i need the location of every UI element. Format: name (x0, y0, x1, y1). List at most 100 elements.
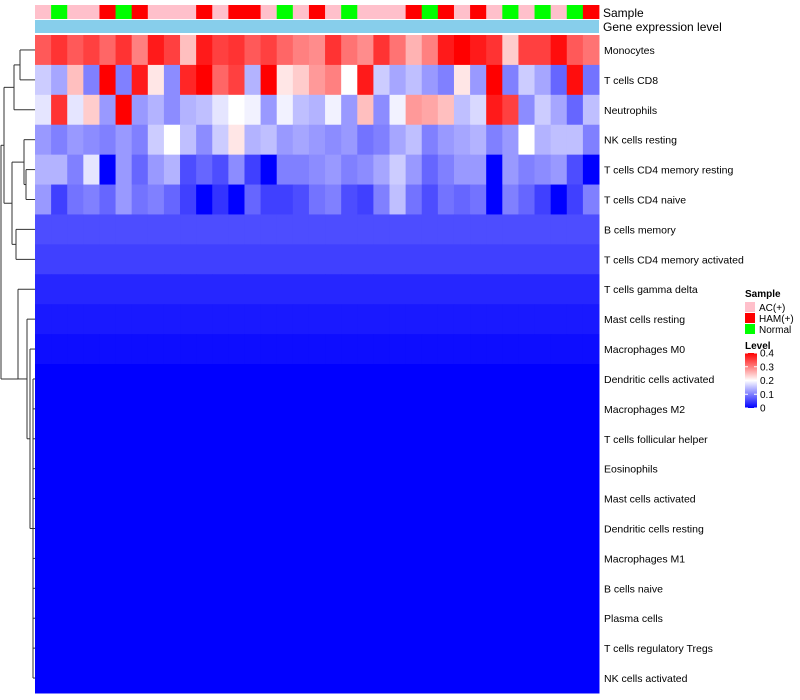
heatmap-cell (292, 453, 310, 485)
heatmap-cell (470, 64, 487, 96)
heatmap-cell (35, 244, 52, 275)
heatmap-cell (276, 124, 294, 156)
heatmap-cell (437, 663, 455, 694)
heatmap-cell (51, 214, 68, 245)
heatmap-cell (453, 663, 471, 694)
heatmap-cell (421, 94, 439, 126)
heatmap-cell (51, 64, 68, 96)
row-label: T cells gamma delta (604, 284, 698, 296)
heatmap-cell (35, 64, 52, 96)
heatmap-cell (405, 35, 423, 66)
heatmap-cell (470, 364, 487, 395)
heatmap-cell (51, 154, 68, 186)
heatmap-cell (212, 304, 229, 335)
heatmap-cell (228, 633, 245, 664)
heatmap-cell (292, 423, 310, 455)
heatmap-cell (35, 483, 52, 515)
heatmap-cell (405, 663, 423, 694)
heatmap-cell (83, 64, 100, 96)
heatmap-cell (180, 334, 197, 365)
heatmap-cell (502, 603, 519, 634)
heatmap-cell (550, 603, 568, 634)
heatmap-cell (389, 633, 407, 664)
heatmap-cell (35, 274, 52, 305)
heatmap-cell (582, 633, 600, 664)
heatmap-cell (51, 364, 68, 395)
heatmap-cell (534, 663, 552, 694)
heatmap-cell (147, 184, 165, 215)
heatmap-cell (35, 304, 52, 335)
heatmap-cell (196, 274, 213, 305)
heatmap-cell (35, 364, 52, 395)
heatmap-cell (51, 453, 68, 485)
heatmap-cell (405, 573, 423, 604)
heatmap-cell (292, 603, 310, 634)
heatmap-cell (550, 543, 568, 574)
heatmap-cell (196, 633, 213, 664)
heatmap-cell (260, 35, 278, 66)
heatmap-cell (35, 124, 52, 156)
heatmap-cell (51, 334, 68, 365)
heatmap-cell (437, 154, 455, 186)
heatmap-cell (486, 244, 503, 275)
heatmap-cell (276, 393, 294, 425)
heatmap-cell (373, 94, 391, 126)
heatmap-cell (196, 304, 213, 335)
heatmap-cell (534, 513, 552, 544)
heatmap-cell (437, 274, 455, 305)
heatmap-cell (518, 64, 536, 96)
heatmap-cell (83, 364, 100, 395)
heatmap-cell (534, 35, 552, 66)
heatmap-cell (486, 423, 503, 455)
heatmap-cell (131, 154, 149, 186)
heatmap-cell (83, 603, 100, 634)
heatmap-cell (163, 453, 181, 485)
legend-sample-title: Sample (745, 289, 781, 300)
heatmap-cell (228, 244, 245, 275)
heatmap-cell (244, 453, 262, 485)
heatmap-cell (308, 64, 326, 96)
sample-cell (405, 5, 423, 19)
heatmap-cell (180, 64, 197, 96)
heatmap-cell (373, 214, 391, 245)
heatmap-cell (357, 64, 374, 96)
heatmap-cell (51, 543, 68, 574)
heatmap-cell (292, 513, 310, 544)
heatmap-cell (550, 633, 568, 664)
heatmap-cell (228, 543, 245, 574)
heatmap-cell (180, 483, 197, 515)
sample-cell (115, 5, 133, 19)
heatmap-cell (502, 573, 519, 604)
heatmap-cell (389, 513, 407, 544)
sample-cell (534, 5, 552, 19)
heatmap-cell (405, 304, 423, 335)
heatmap-cell (437, 543, 455, 574)
heatmap-cell (163, 184, 181, 215)
heatmap-cell (437, 64, 455, 96)
heatmap-cell (582, 184, 600, 215)
row-dendrogram (0, 49, 35, 679)
heatmap-cell (115, 603, 133, 634)
heatmap-cell (292, 393, 310, 425)
heatmap-cell (99, 513, 117, 544)
heatmap-cell (518, 274, 536, 305)
heatmap-cell (99, 154, 117, 186)
heatmap-cell (582, 304, 600, 335)
heatmap-cell (83, 543, 100, 574)
heatmap-cell (502, 304, 519, 335)
heatmap-cell (260, 483, 278, 515)
heatmap-cell (389, 304, 407, 335)
heatmap-cell (325, 483, 342, 515)
heatmap-cell (518, 543, 536, 574)
heatmap-cell (566, 393, 584, 425)
heatmap-cell (421, 35, 439, 66)
heatmap-cell (67, 603, 84, 634)
heatmap-cell (212, 453, 229, 485)
heatmap-cell (486, 94, 503, 126)
heatmap-cell (453, 603, 471, 634)
heatmap-cell (470, 154, 487, 186)
heatmap-cell (244, 483, 262, 515)
heatmap-cell (180, 124, 197, 156)
heatmap-cell (357, 35, 374, 66)
heatmap-cell (486, 364, 503, 395)
